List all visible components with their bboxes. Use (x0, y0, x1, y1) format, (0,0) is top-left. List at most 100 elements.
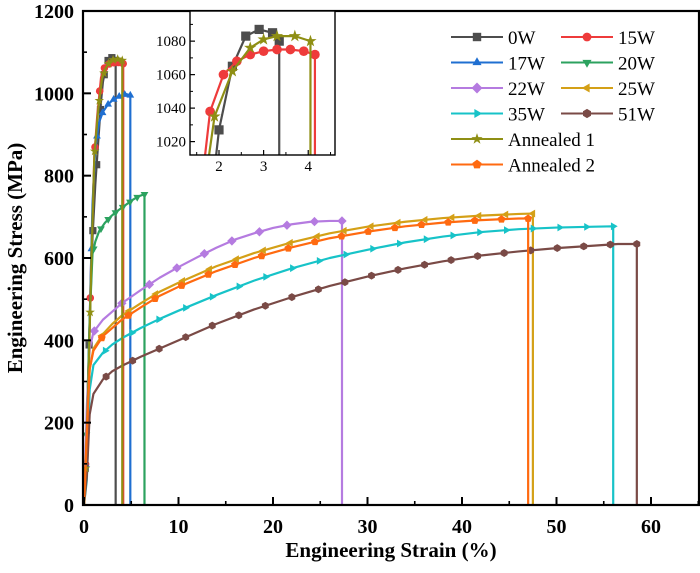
legend-marker (582, 59, 592, 68)
series-line (83, 212, 534, 505)
inset-y-tick-label: 1080 (156, 34, 186, 50)
legend-label: 0W (508, 28, 536, 49)
data-point (109, 95, 118, 102)
inset-data-point (310, 49, 320, 60)
legend-item-22w: 22W (451, 79, 545, 100)
data-point (254, 227, 265, 237)
legend-item-0w: 0W (451, 28, 536, 49)
series-35w (83, 222, 618, 505)
data-point (115, 92, 124, 99)
data-point (199, 248, 210, 259)
data-point (112, 54, 123, 64)
inset-data-point (258, 46, 269, 57)
series-51w (83, 240, 641, 505)
legend-item-15w: 15W (561, 28, 655, 49)
x-tick-label: 50 (547, 516, 567, 538)
data-point (151, 294, 159, 302)
data-point (85, 307, 95, 317)
data-point (447, 213, 455, 222)
legend-marker (472, 159, 482, 169)
data-point (341, 278, 349, 287)
inset-data-point (254, 24, 264, 35)
inset-plot: 2 3 4 1020 1040 1060 1080 (156, 10, 336, 175)
data-point (172, 263, 182, 273)
data-point (312, 232, 320, 241)
data-point (553, 244, 561, 253)
data-point (504, 226, 511, 235)
x-tick-label: 20 (263, 516, 283, 538)
data-point (126, 199, 134, 207)
inset-data-point (267, 28, 278, 38)
data-point (236, 282, 244, 291)
series-line (83, 242, 638, 505)
inset-series-line (203, 48, 317, 155)
inset-data-point (288, 29, 301, 42)
data-point (343, 250, 351, 259)
data-point (557, 223, 565, 232)
data-point (530, 224, 538, 233)
legend-marker (471, 82, 483, 94)
legend-marker (471, 133, 483, 144)
data-point (133, 194, 142, 202)
data-point (111, 210, 120, 217)
inset-x-tick-label: 4 (304, 159, 312, 175)
data-point (337, 216, 347, 226)
inset-data-point (285, 44, 296, 55)
x-tick-label: 0 (79, 516, 89, 538)
data-point (366, 222, 374, 231)
inset-series-group (203, 24, 320, 155)
data-point (584, 222, 591, 231)
data-point (528, 209, 536, 218)
data-point (444, 218, 453, 226)
inset-x-tick-label: 2 (215, 159, 223, 175)
data-point (470, 216, 479, 224)
data-point (103, 58, 114, 68)
data-point (89, 326, 99, 336)
legend-marker (472, 57, 482, 66)
data-point (96, 105, 105, 114)
inset-y-tick-label: 1060 (156, 68, 186, 84)
data-point (288, 293, 296, 302)
inset-data-point (298, 46, 309, 57)
series-annealed-1 (83, 54, 128, 505)
data-point (231, 260, 239, 268)
data-point (144, 279, 155, 290)
legend-marker (581, 83, 590, 93)
data-point (284, 244, 293, 252)
data-point (108, 54, 116, 62)
series-line (83, 217, 530, 505)
data-point (209, 292, 217, 301)
data-point (580, 242, 588, 251)
legend-item-20w: 20W (561, 54, 655, 75)
data-point (474, 211, 482, 220)
data-point (316, 257, 324, 265)
data-point (447, 256, 455, 265)
data-point (524, 214, 533, 222)
data-point (124, 311, 133, 319)
inset-series-15w (203, 44, 320, 155)
data-point (126, 90, 135, 98)
x-tick-label: 30 (358, 516, 378, 538)
data-point (397, 239, 404, 248)
data-point (89, 146, 100, 156)
y-axis-title: Engineering Stress (MPa) (3, 143, 27, 374)
inset-data-point (226, 64, 239, 77)
legend-marker (582, 32, 592, 42)
inset-data-point (214, 125, 224, 135)
data-point (500, 249, 508, 257)
data-point (98, 108, 107, 116)
data-point (417, 220, 426, 229)
legend-label: 22W (508, 79, 545, 100)
data-point (606, 240, 614, 249)
data-point (450, 231, 458, 240)
legend-label: 25W (618, 79, 655, 100)
data-point (610, 222, 618, 231)
y-tick-label: 1200 (34, 1, 74, 23)
data-point (393, 218, 401, 227)
data-point (204, 270, 213, 278)
data-point (97, 226, 105, 234)
inset-y-tick-label: 1040 (156, 101, 186, 117)
main-axes-frame (81, 9, 700, 507)
legend: 0W 15W 17W 20W 22W 25W 35W 51W Annealed 1 Anneale… (451, 28, 655, 177)
